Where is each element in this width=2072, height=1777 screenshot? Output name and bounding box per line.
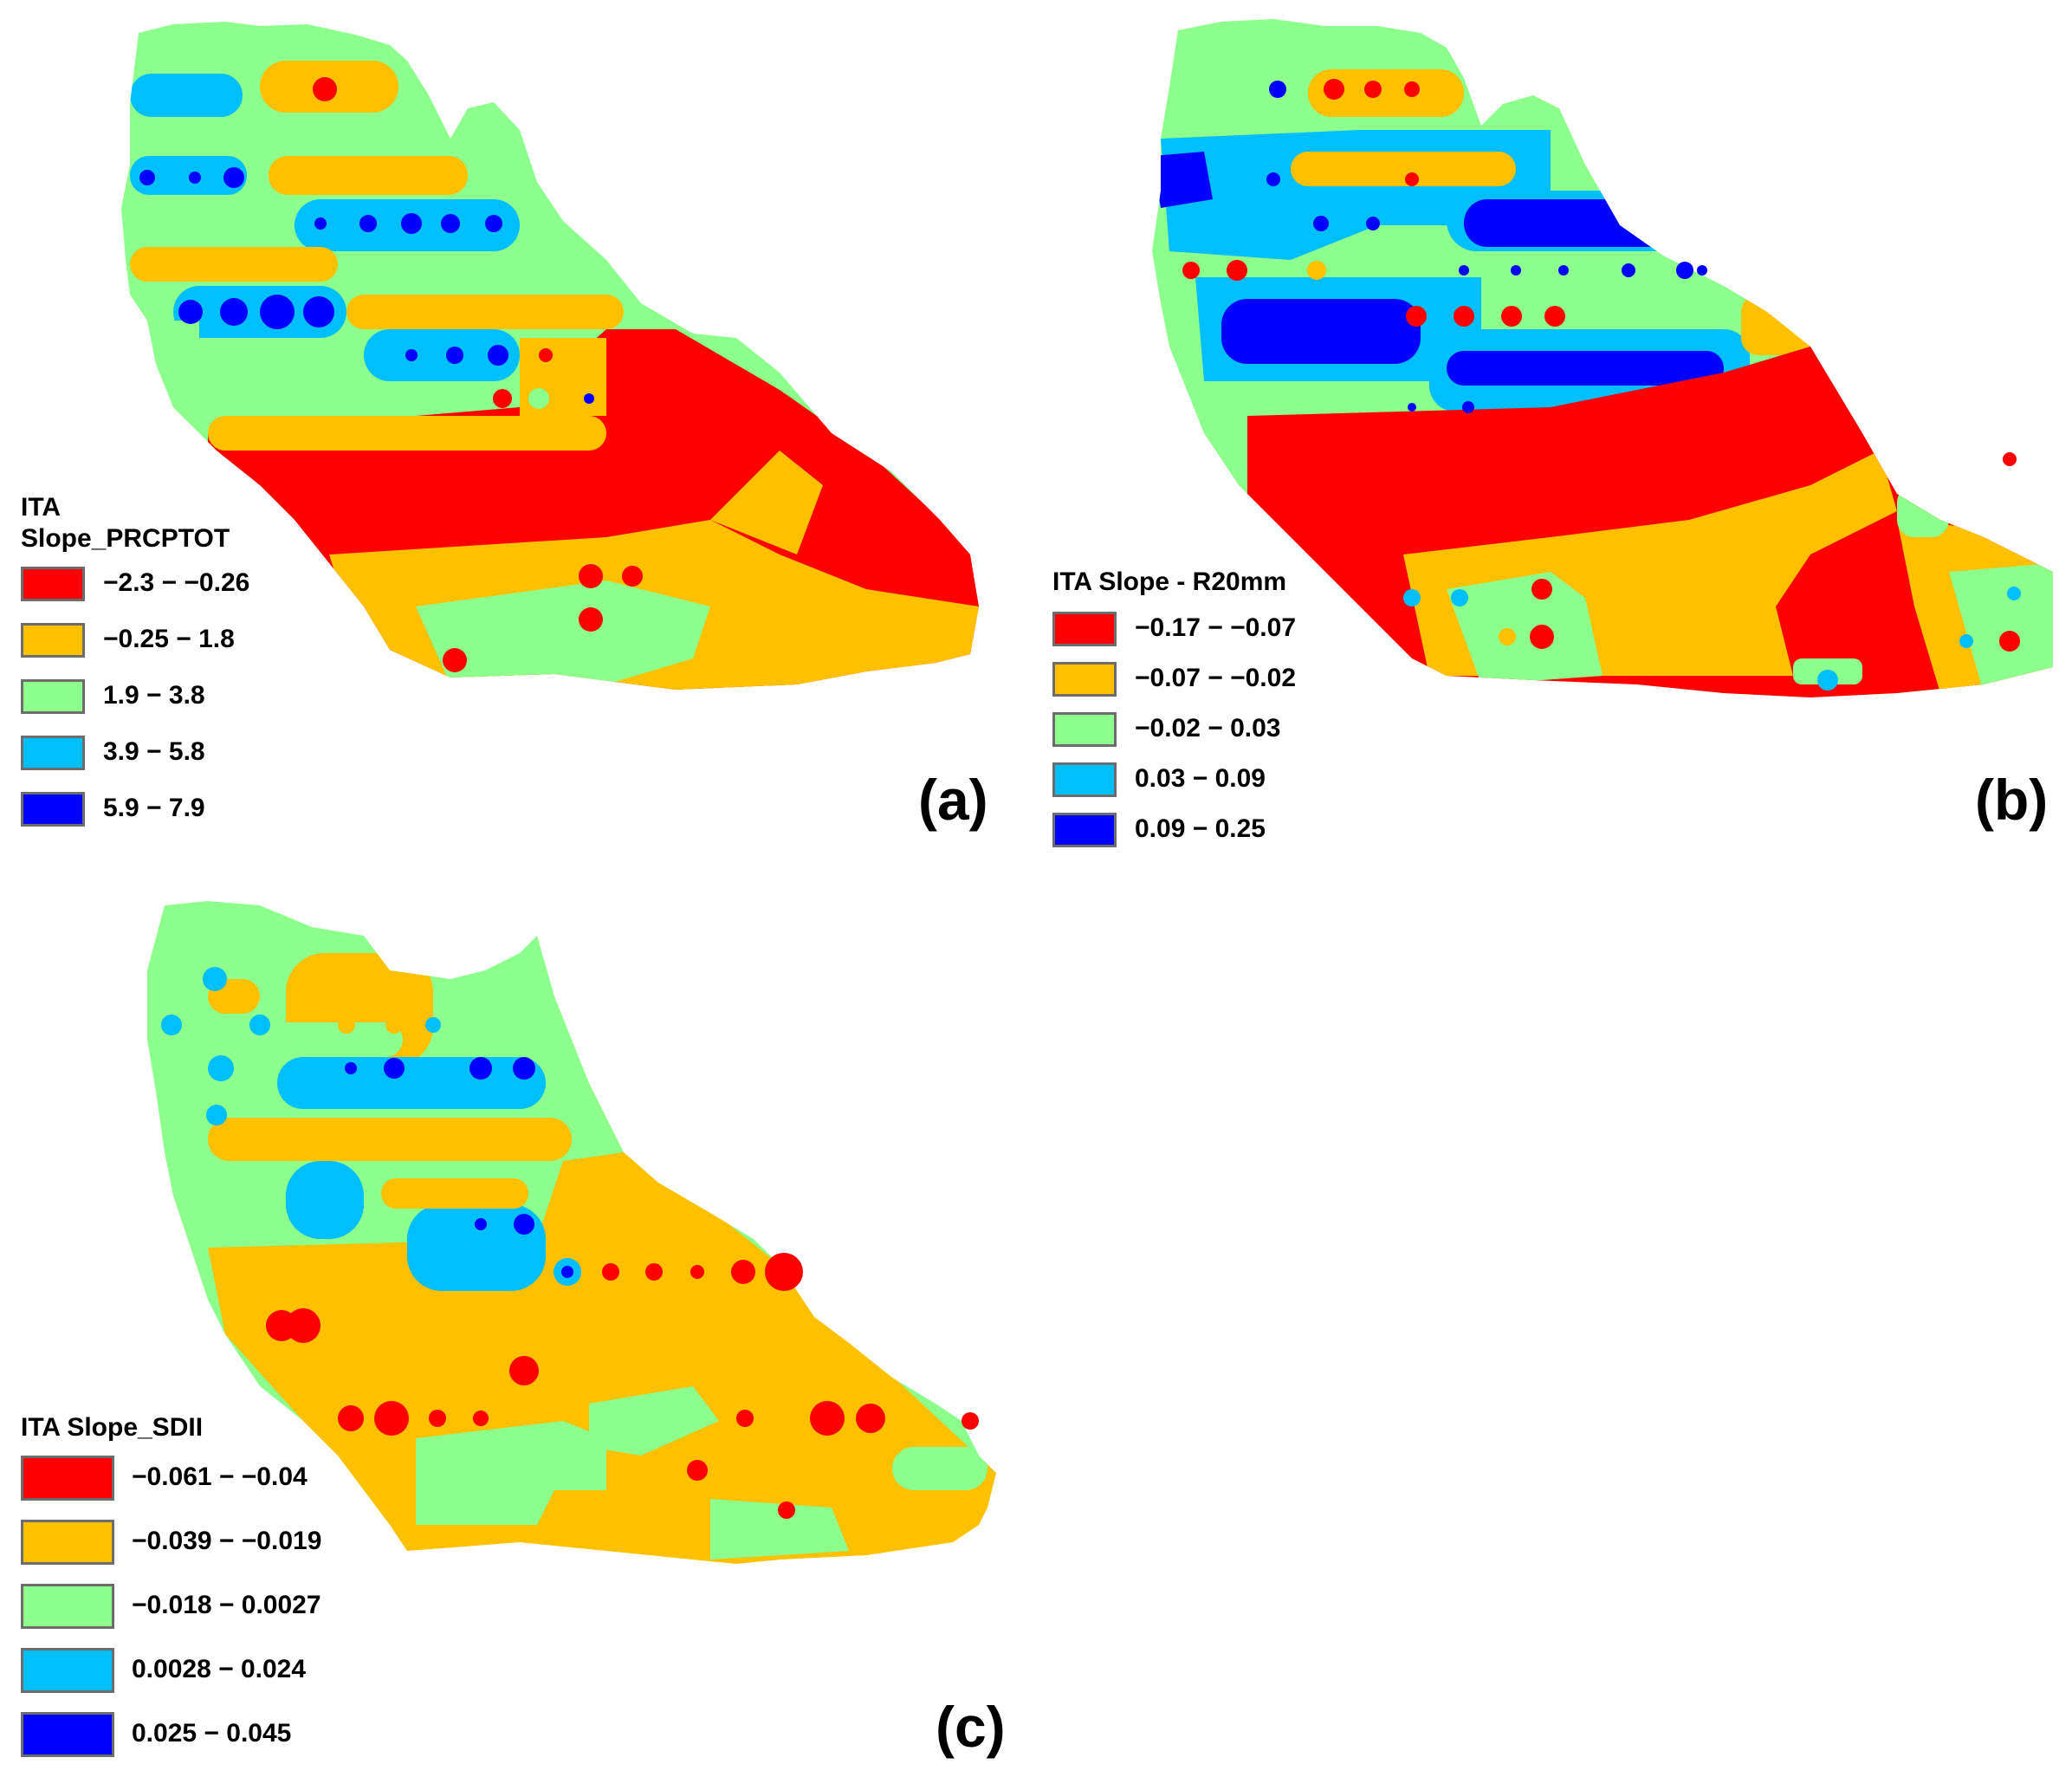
legend-label: −0.02 − 0.03 — [1135, 714, 1281, 743]
legend-item: −0.061 − −0.04 — [21, 1456, 308, 1520]
map-point-markers — [1182, 79, 2021, 691]
legend-label: 3.9 − 5.8 — [103, 737, 205, 766]
legend-swatch — [21, 1712, 114, 1757]
panel-c: ITA Slope_SDII −0.061 − −0.04 −0.039 − −… — [0, 866, 1031, 1777]
map-r20mm — [1152, 19, 2053, 697]
panel-a: ITA Slope_PRCPTOT −2.3 − −0.26 −0.25 − 1… — [0, 0, 1031, 858]
legend-swatch — [21, 1648, 114, 1693]
legend-item: 5.9 − 7.9 — [21, 792, 230, 848]
legend-label: 1.9 − 3.8 — [103, 681, 205, 710]
legend-swatch — [21, 1584, 114, 1629]
legend-label: −0.17 − −0.07 — [1135, 613, 1297, 642]
legend-label: 5.9 − 7.9 — [103, 794, 205, 822]
legend-swatch — [21, 736, 85, 770]
legend-label: −0.018 − 0.0027 — [132, 1591, 321, 1619]
legend-r20mm: ITA Slope - R20mm −0.17 − −0.07 −0.07 − … — [1052, 567, 1296, 863]
map-sdii — [147, 901, 996, 1564]
legend-label: 0.0028 − 0.024 — [132, 1655, 307, 1683]
map-point-markers — [161, 967, 979, 1519]
legend-title: ITA Slope_SDII — [21, 1413, 204, 1442]
legend-item: 0.09 − 0.25 — [1052, 813, 1286, 863]
legend-item: −0.02 − 0.03 — [1052, 712, 1286, 762]
map-prcptot — [121, 22, 979, 690]
legend-item: 0.0028 − 0.024 — [21, 1648, 306, 1712]
legend-swatch — [1052, 662, 1117, 697]
legend-title: ITA Slope_PRCPTOT — [21, 493, 230, 553]
panel-label-b: (b) — [1975, 768, 2049, 832]
legend-swatch — [21, 679, 85, 714]
legend-swatch — [1052, 712, 1117, 747]
legend-swatch — [21, 567, 85, 601]
legend-item: −2.3 − −0.26 — [21, 567, 249, 623]
legend-label: 0.03 − 0.09 — [1135, 764, 1266, 793]
panel-label-a: (a) — [918, 768, 988, 832]
legend-item: 0.03 − 0.09 — [1052, 762, 1286, 813]
legend-prcptot: ITA Slope_PRCPTOT −2.3 − −0.26 −0.25 − 1… — [21, 492, 249, 848]
legend-swatch — [21, 792, 85, 827]
map-point-markers — [139, 77, 770, 672]
legend-item: −0.039 − −0.019 — [21, 1520, 321, 1584]
legend-label: −0.061 − −0.04 — [132, 1462, 308, 1491]
legend-item: −0.17 − −0.07 — [1052, 612, 1296, 662]
legend-title: ITA Slope - R20mm — [1052, 567, 1287, 596]
legend-label: 0.025 − 0.045 — [132, 1719, 292, 1748]
legend-label: 0.09 − 0.25 — [1135, 814, 1266, 843]
legend-item: −0.018 − 0.0027 — [21, 1584, 321, 1648]
legend-label: −0.039 − −0.019 — [132, 1527, 322, 1555]
legend-sdii: ITA Slope_SDII −0.061 − −0.04 −0.039 − −… — [21, 1412, 321, 1776]
legend-swatch — [21, 1520, 114, 1565]
legend-swatch — [21, 623, 85, 658]
legend-label: −2.3 − −0.26 — [103, 568, 250, 597]
legend-item: −0.25 − 1.8 — [21, 623, 235, 679]
panel-label-c: (c) — [936, 1695, 1006, 1759]
legend-swatch — [1052, 762, 1117, 797]
legend-item: 0.025 − 0.045 — [21, 1712, 291, 1776]
legend-swatch — [1052, 612, 1117, 646]
legend-swatch — [1052, 813, 1117, 847]
legend-item: 1.9 − 3.8 — [21, 679, 230, 736]
legend-label: −0.07 − −0.02 — [1135, 664, 1297, 692]
legend-item: −0.07 − −0.02 — [1052, 662, 1296, 712]
legend-item: 3.9 − 5.8 — [21, 736, 230, 792]
legend-label: −0.25 − 1.8 — [103, 625, 235, 653]
legend-swatch — [21, 1456, 114, 1501]
panel-b: ITA Slope - R20mm −0.17 − −0.07 −0.07 − … — [1031, 0, 2072, 858]
